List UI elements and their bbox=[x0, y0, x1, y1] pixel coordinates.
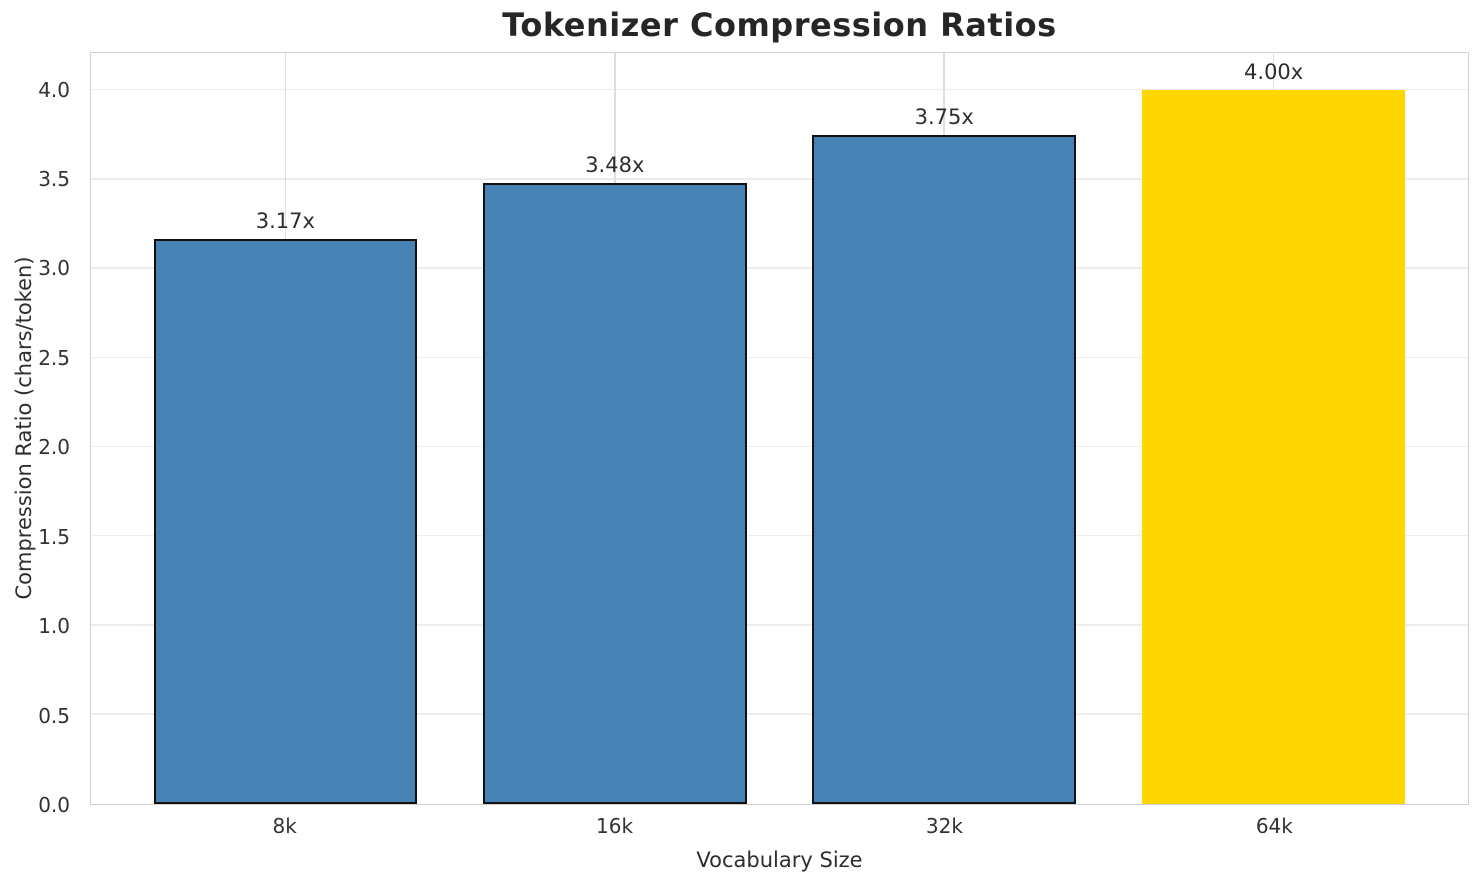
h-gridline-3.5 bbox=[91, 178, 1468, 180]
bar-16k bbox=[483, 183, 747, 804]
plot-area: 3.17x 3.48x 3.75x 4.00x bbox=[90, 52, 1469, 805]
h-gridline-2.5 bbox=[91, 356, 1468, 359]
bar-value-label-32k: 3.75x bbox=[914, 105, 974, 130]
h-gridline-4.0 bbox=[91, 88, 1468, 91]
x-axis-label: Vocabulary Size bbox=[696, 848, 863, 872]
y-tick-label-2.5: 2.5 bbox=[38, 345, 70, 370]
y-tick-label-3.5: 3.5 bbox=[38, 166, 70, 191]
bar-8k bbox=[153, 238, 418, 804]
y-axis-tick-area: 0.0 0.5 1.0 1.5 2.0 2.5 3.0 3.5 4.0 bbox=[0, 52, 80, 817]
bar-value-label-8k: 3.17x bbox=[255, 208, 315, 233]
y-tick-label-0.0: 0.0 bbox=[38, 793, 70, 817]
bar-64k bbox=[1141, 90, 1406, 804]
bar-32k bbox=[812, 135, 1076, 804]
x-tick-label-32k: 32k bbox=[925, 814, 963, 838]
y-tick-label-1.0: 1.0 bbox=[38, 614, 70, 639]
h-gridline-3.0 bbox=[91, 267, 1468, 269]
h-gridline-1.5 bbox=[91, 534, 1468, 537]
x-axis-tick-area: 8k 16k 32k 64k bbox=[90, 814, 1469, 842]
x-tick-label-8k: 8k bbox=[272, 814, 297, 838]
chart-title: Tokenizer Compression Ratios bbox=[502, 6, 1057, 44]
y-tick-label-1.5: 1.5 bbox=[38, 524, 70, 549]
x-tick-label-64k: 64k bbox=[1255, 814, 1293, 838]
h-gridline-0.5 bbox=[91, 713, 1468, 715]
y-tick-label-2.0: 2.0 bbox=[38, 435, 70, 460]
y-tick-label-4.0: 4.0 bbox=[38, 77, 70, 102]
y-tick-label-3.0: 3.0 bbox=[38, 256, 70, 281]
y-tick-label-0.5: 0.5 bbox=[38, 703, 70, 728]
h-gridline-2.0 bbox=[91, 445, 1468, 448]
x-tick-label-16k: 16k bbox=[596, 814, 634, 838]
h-gridline-1.0 bbox=[91, 624, 1468, 626]
bar-value-label-16k: 3.48x bbox=[585, 153, 645, 178]
bar-value-label-64k: 4.00x bbox=[1244, 60, 1304, 85]
